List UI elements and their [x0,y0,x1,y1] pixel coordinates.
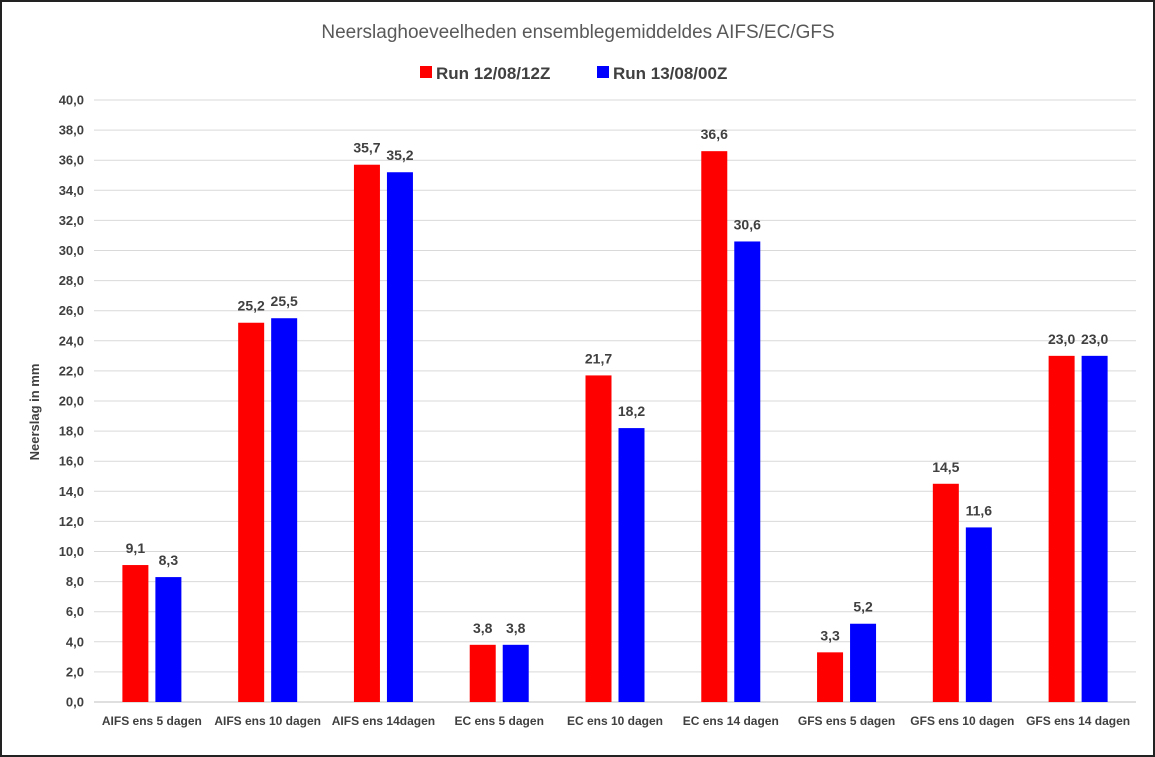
data-label: 36,6 [701,126,728,142]
data-label: 3,8 [473,620,493,636]
y-tick-label: 24,0 [59,333,84,348]
y-tick-label: 32,0 [59,213,84,228]
legend-swatch-series-2 [597,66,609,78]
bar-series-2 [271,318,298,702]
legend-label-series-2: Run 13/08/00Z [613,64,727,83]
chart-legend: Run 12/08/12Z Run 13/08/00Z [420,64,727,83]
data-label: 9,1 [126,540,146,556]
bar-series-2 [965,527,992,702]
y-tick-label: 0,0 [66,695,84,710]
y-tick-label: 12,0 [59,514,84,529]
y-tick-label: 8,0 [66,574,84,589]
y-tick-label: 4,0 [66,634,84,649]
bar-series-1 [817,652,844,702]
data-label: 14,5 [932,459,959,475]
x-tick-label: AIFS ens 5 dagen [102,714,202,728]
bar-series-1 [701,151,728,703]
y-tick-label: 2,0 [66,664,84,679]
y-axis-label: Neerslag in mm [27,364,42,461]
data-label: 35,2 [386,147,413,163]
bar-series-2 [386,172,413,703]
data-label: 3,8 [506,620,526,636]
x-tick-label: GFS ens 14 dagen [1026,714,1130,728]
legend-swatch-series-1 [420,66,432,78]
y-tick-label: 6,0 [66,604,84,619]
x-axis-ticks: AIFS ens 5 dagen AIFS ens 10 dagen AIFS en… [102,714,1130,728]
bar-series-1 [238,322,265,702]
bar-series-2 [1081,355,1108,702]
x-tick-label: EC ens 10 dagen [567,714,663,728]
y-tick-label: 40,0 [59,93,84,108]
bar-series-1 [122,565,149,702]
y-tick-label: 36,0 [59,153,84,168]
y-tick-label: 38,0 [59,123,84,138]
bar-series-1 [353,164,380,703]
x-tick-label: EC ens 14 dagen [683,714,779,728]
gridlines [94,99,1136,703]
bar-series-2 [850,623,877,702]
data-label: 21,7 [585,350,612,366]
data-label: 23,0 [1048,331,1075,347]
y-tick-label: 30,0 [59,243,84,258]
x-tick-label: GFS ens 5 dagen [798,714,895,728]
y-tick-label: 26,0 [59,303,84,318]
bars [122,151,1108,703]
y-tick-label: 14,0 [59,484,84,499]
y-tick-label: 34,0 [59,183,84,198]
bar-series-1 [932,483,959,702]
x-tick-label: AIFS ens 10 dagen [214,714,321,728]
y-tick-label: 18,0 [59,424,84,439]
bar-series-1 [585,375,612,702]
y-tick-label: 20,0 [59,394,84,409]
data-label: 30,6 [734,216,761,232]
y-tick-label: 22,0 [59,363,84,378]
bar-series-1 [469,644,496,702]
y-axis-ticks: 0,0 2,0 4,0 6,0 8,0 10,0 12,0 14,0 16,0 18,0 20,0 2… [59,93,84,710]
bar-series-2 [618,428,645,702]
y-tick-label: 10,0 [59,544,84,559]
data-label: 23,0 [1081,331,1108,347]
data-labels: 9,1 8,3 25,2 25,5 35,7 35,2 3,8 3,8 21,7 18,2 36,6… [126,126,1109,643]
y-tick-label: 16,0 [59,454,84,469]
x-tick-label: GFS ens 10 dagen [910,714,1014,728]
data-label: 11,6 [966,502,993,518]
chart-title: Neerslaghoeveelheden ensemblegemiddeldes… [321,22,834,43]
data-label: 25,5 [271,293,298,309]
data-label: 18,2 [618,403,645,419]
bar-series-1 [1048,355,1075,702]
bar-series-2 [734,241,761,702]
data-label: 3,3 [820,627,840,643]
legend-label-series-1: Run 12/08/12Z [436,64,550,83]
data-label: 5,2 [853,599,873,615]
bar-series-2 [155,577,182,702]
data-label: 25,2 [238,298,265,314]
x-tick-label: AIFS ens 14dagen [332,714,435,728]
x-tick-label: EC ens 5 dagen [455,714,544,728]
data-label: 35,7 [353,140,380,156]
bar-series-2 [502,644,529,702]
data-label: 8,3 [159,552,179,568]
y-tick-label: 28,0 [59,273,84,288]
